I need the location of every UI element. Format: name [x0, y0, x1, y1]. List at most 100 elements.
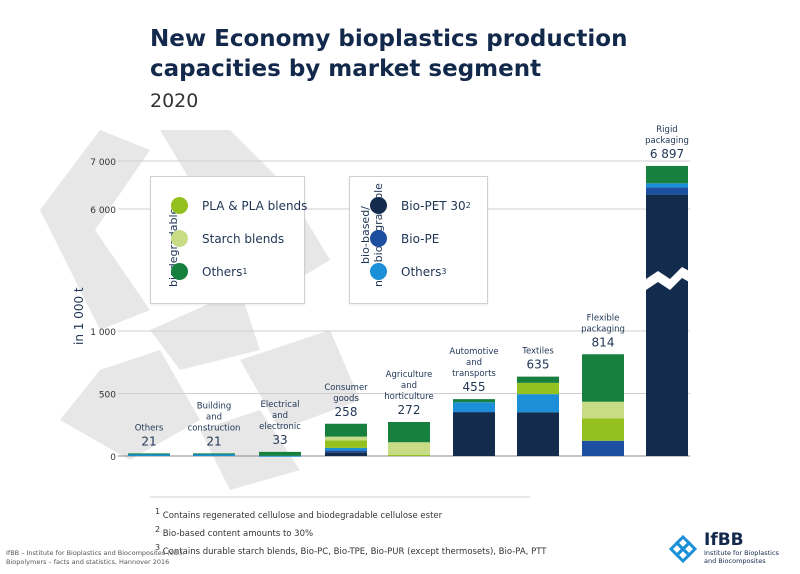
- category-label: goods: [333, 394, 359, 404]
- category-label: Textiles: [521, 347, 554, 357]
- chart-title: New Economy bioplastics production capac…: [150, 26, 628, 82]
- legend-item: Others 3: [370, 263, 446, 280]
- bar-segment: [517, 376, 559, 383]
- legend-swatch: [171, 230, 188, 247]
- background-arrow-shape: [240, 330, 360, 430]
- legend-item: Others 1: [171, 263, 247, 280]
- bar-total-label: 814: [592, 335, 615, 349]
- logo-name: IfBB: [704, 530, 744, 550]
- category-label: Rigid: [656, 125, 677, 135]
- footnote-text: Contains regenerated cellulose and biode…: [160, 510, 443, 521]
- bar-total-label: 21: [141, 434, 156, 448]
- bar-segment: [582, 401, 624, 419]
- legend-label: Others: [401, 264, 442, 279]
- source-line: Biopolymers – facts and statistics, Hann…: [6, 558, 170, 566]
- footnotes: 1 Contains regenerated cellulose and bio…: [155, 505, 546, 558]
- category-label: packaging: [645, 136, 689, 146]
- bar-segment: [646, 183, 688, 188]
- bars: [128, 165, 691, 457]
- background-arrow-shape: [150, 290, 260, 370]
- bar-segment: [388, 422, 430, 443]
- logo-subtitle-line: Institute for Bioplastics: [704, 549, 779, 557]
- source-note: IfBB – Institute for Bioplastics and Bio…: [6, 549, 186, 567]
- bar-total-label: 272: [398, 403, 421, 417]
- bar-segment: [453, 402, 495, 412]
- category-label: electronic: [259, 422, 301, 432]
- legend-item: PLA & PLA blends: [171, 197, 307, 214]
- category-label: horticulture: [384, 392, 433, 402]
- ifbb-logo: IfBB Institute for Bioplastics and Bioco…: [668, 532, 779, 565]
- legend-label: PLA & PLA blends: [202, 198, 308, 213]
- category-label: Automotive: [449, 347, 498, 357]
- bar-segment: [517, 412, 559, 456]
- chart-subtitle: 2020: [150, 90, 199, 112]
- y-tick-label: 7 000: [90, 158, 116, 168]
- y-tick-label: 0: [110, 453, 116, 463]
- ifbb-logo-icon: [668, 534, 698, 563]
- legend-label: Starch blends: [202, 231, 285, 246]
- background-arrow-shape: [40, 130, 150, 330]
- legend-item: Bio-PET 30 2: [370, 197, 471, 214]
- y-tick-label: 1 000: [90, 328, 116, 338]
- footnote: 2 Bio-based content amounts to 30%: [155, 523, 546, 541]
- bar-segment: [325, 440, 367, 448]
- y-axis-label: in 1 000 t: [72, 287, 86, 345]
- bar-segment: [582, 418, 624, 441]
- legend-swatch: [171, 263, 188, 280]
- footnote-mark: 2: [155, 524, 161, 534]
- legend-swatch: [370, 197, 387, 214]
- bar-segment: [193, 453, 235, 455]
- bar-labels: 21Others21Buildingandconstruction33Elect…: [135, 125, 689, 448]
- bar-segment: [388, 454, 430, 456]
- category-label: and: [206, 412, 222, 422]
- bar-segment: [128, 453, 170, 455]
- bar-segment: [646, 187, 688, 195]
- legend-swatch: [370, 230, 387, 247]
- bar-segment: [453, 411, 495, 413]
- legend-label: Bio-PET 30: [401, 198, 466, 213]
- bar-segment: [325, 447, 367, 451]
- legend-non-biodegradable: bio-based/non-biodegradableBio-PET 302Bi…: [349, 176, 488, 304]
- category-label: construction: [188, 423, 241, 433]
- legend-label: Bio-PE: [401, 231, 440, 246]
- legend-item: Bio-PE: [370, 230, 439, 247]
- background-arrow-shape: [60, 350, 200, 460]
- legend-footnote-mark: 2: [465, 201, 471, 210]
- legend-label: Others: [202, 264, 243, 279]
- y-tick-label: 6 000: [90, 206, 116, 216]
- bar-segment: [128, 453, 170, 456]
- bar-segment: [325, 436, 367, 441]
- legend-footnote-mark: 1: [242, 267, 248, 276]
- category-label: and: [401, 381, 417, 391]
- legend-footnote-mark: 3: [441, 267, 447, 276]
- bar-segment: [259, 451, 301, 456]
- bar-segment: [325, 452, 367, 456]
- legend-swatch: [370, 263, 387, 280]
- bar-segment: [388, 442, 430, 455]
- logo-subtitle-line: and Biocomposites: [704, 557, 766, 565]
- category-label: Agriculture: [386, 370, 433, 380]
- axis-break-mark: [643, 267, 691, 292]
- bar-total-label: 258: [335, 405, 358, 419]
- bar-segment: [517, 382, 559, 395]
- legend-swatch: [171, 197, 188, 214]
- y-tick-label: 500: [99, 391, 116, 401]
- bar-segment: [453, 399, 495, 403]
- footnote: 1 Contains regenerated cellulose and bio…: [155, 505, 546, 523]
- bar-total-label: 6 897: [650, 147, 684, 161]
- category-label: transports: [452, 369, 496, 379]
- bar-segment: [646, 165, 688, 184]
- bar-segment: [582, 440, 624, 456]
- bar-total-label: 455: [463, 380, 486, 394]
- category-label: packaging: [581, 324, 625, 334]
- bar-total-label: 21: [206, 434, 221, 448]
- category-label: Others: [135, 423, 164, 433]
- bar-segment: [193, 453, 235, 456]
- category-label: Building: [197, 401, 231, 411]
- bar-segment: [646, 194, 688, 456]
- category-label: Consumer: [324, 383, 368, 393]
- category-label: and: [272, 411, 288, 421]
- logo-subtitle: Institute for Bioplastics and Biocomposi…: [704, 549, 779, 565]
- background-arrow-shape: [200, 410, 300, 490]
- footnote-mark: 3: [155, 542, 161, 552]
